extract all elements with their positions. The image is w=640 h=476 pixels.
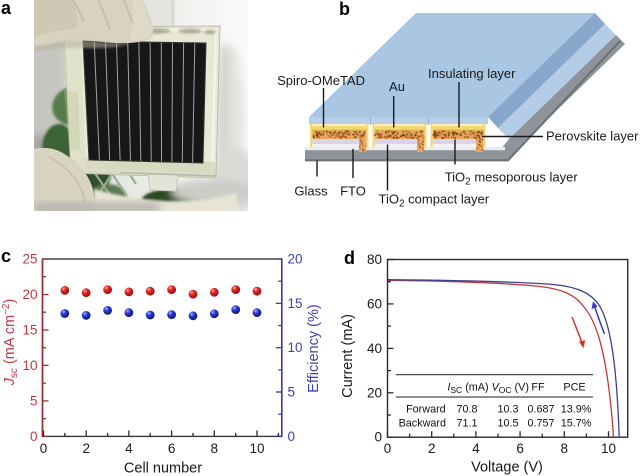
svg-text:10: 10: [601, 441, 616, 456]
svg-text:0.687: 0.687: [527, 404, 554, 416]
svg-text:TiO2 mesoporous layer: TiO2 mesoporous layer: [445, 170, 579, 188]
svg-text:10: 10: [249, 441, 264, 456]
svg-text:20: 20: [367, 385, 382, 400]
svg-text:b: b: [339, 0, 350, 19]
svg-text:ISC (mA): ISC (mA): [447, 382, 488, 396]
svg-text:Cell number: Cell number: [124, 461, 202, 476]
svg-text:4: 4: [472, 441, 480, 456]
svg-text:0: 0: [288, 429, 296, 444]
svg-text:8: 8: [561, 441, 569, 456]
svg-text:Current (mA): Current (mA): [340, 314, 356, 398]
svg-text:Au: Au: [389, 79, 405, 94]
svg-text:10: 10: [288, 340, 303, 355]
svg-text:25: 25: [22, 252, 37, 267]
svg-text:0: 0: [40, 441, 48, 456]
svg-text:Spiro-OMeTAD: Spiro-OMeTAD: [277, 73, 365, 88]
svg-text:0: 0: [384, 441, 392, 456]
svg-text:80: 80: [367, 252, 382, 267]
svg-text:Insulating layer: Insulating layer: [428, 66, 516, 81]
svg-text:VOC (V): VOC (V): [492, 382, 529, 396]
svg-text:0: 0: [30, 429, 38, 444]
svg-text:20: 20: [288, 252, 303, 267]
svg-text:40: 40: [367, 341, 382, 356]
svg-text:5: 5: [288, 385, 296, 400]
svg-text:70.8: 70.8: [456, 404, 477, 416]
svg-text:2: 2: [82, 441, 90, 456]
svg-text:15.7%: 15.7%: [561, 418, 592, 430]
svg-text:5: 5: [30, 393, 38, 408]
svg-text:0: 0: [374, 430, 382, 445]
svg-text:6: 6: [516, 441, 524, 456]
svg-text:Backward: Backward: [399, 418, 446, 430]
svg-text:10.3: 10.3: [497, 404, 518, 416]
svg-text:TiO2 compact layer: TiO2 compact layer: [379, 192, 490, 210]
svg-text:Voltage (V): Voltage (V): [471, 460, 543, 476]
svg-text:15: 15: [22, 323, 37, 338]
svg-text:2: 2: [428, 441, 436, 456]
svg-text:Efficiency (%): Efficiency (%): [306, 304, 322, 392]
svg-text:c: c: [1, 246, 11, 266]
svg-text:71.1: 71.1: [456, 418, 477, 430]
svg-text:4: 4: [125, 441, 133, 456]
svg-text:Jsc (mA cm−2): Jsc (mA cm−2): [1, 299, 20, 387]
svg-text:a: a: [1, 0, 12, 18]
svg-text:Glass: Glass: [294, 184, 328, 199]
svg-text:FTO: FTO: [340, 184, 366, 199]
svg-text:10: 10: [22, 358, 37, 373]
svg-text:Perovskite layer: Perovskite layer: [546, 129, 639, 144]
svg-text:PCE: PCE: [563, 382, 585, 394]
svg-text:FF: FF: [531, 382, 545, 394]
svg-text:Forward: Forward: [406, 404, 446, 416]
svg-text:6: 6: [168, 441, 176, 456]
svg-text:15: 15: [288, 296, 303, 311]
svg-text:d: d: [344, 248, 355, 268]
svg-text:20: 20: [22, 287, 37, 302]
svg-text:13.9%: 13.9%: [561, 404, 592, 416]
svg-text:10.5: 10.5: [497, 418, 518, 430]
svg-text:8: 8: [211, 441, 219, 456]
svg-text:0.757: 0.757: [527, 418, 554, 430]
svg-text:60: 60: [367, 296, 382, 311]
